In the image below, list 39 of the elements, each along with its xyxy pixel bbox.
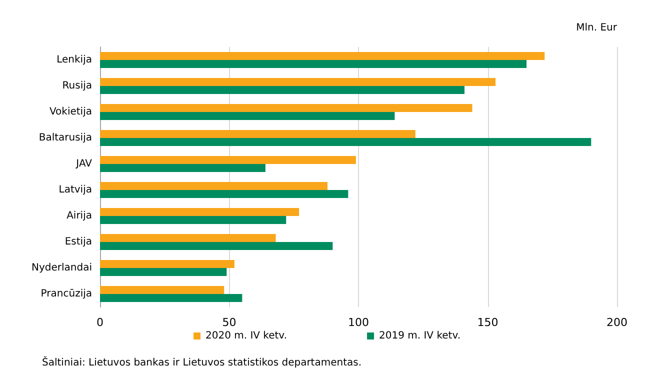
- bar: [100, 182, 328, 190]
- bar: [100, 234, 276, 242]
- bar: [100, 60, 527, 68]
- bar: [100, 286, 224, 294]
- text: Šaltiniai: Lietuvos bankas ir Lietuvos statistikos departamentas.: [42, 356, 362, 368]
- bar: [100, 242, 333, 250]
- legend-label: 2019 m. IV ketv.: [379, 330, 461, 342]
- y-tick-label: Rusija: [62, 80, 92, 92]
- y-tick-label: Prancūzija: [40, 288, 92, 300]
- x-tick-label: 150: [477, 316, 498, 329]
- x-tick-label: 100: [348, 316, 369, 329]
- bar: [100, 104, 472, 112]
- y-tick-label: Lenkija: [56, 54, 92, 66]
- y-tick-label: Latvija: [58, 184, 92, 196]
- y-tick-label: JAV: [75, 158, 92, 170]
- legend-label: 2020 m. IV ketv.: [205, 330, 288, 342]
- bar: [100, 268, 227, 276]
- bar: [100, 208, 300, 216]
- bar: [100, 164, 266, 172]
- y-tick-label: Vokietija: [49, 106, 92, 118]
- bar: [100, 78, 496, 86]
- bar: [100, 112, 395, 120]
- bar: [100, 190, 348, 198]
- bar: [100, 294, 242, 302]
- bar: [100, 156, 356, 164]
- x-axis-title: Mln. Eur: [576, 22, 618, 34]
- y-tick-label: Baltarusija: [38, 132, 92, 144]
- bar: [100, 138, 592, 146]
- y-tick-label: Estija: [64, 236, 92, 248]
- bar: [100, 260, 234, 268]
- x-tick-label: 0: [96, 316, 104, 329]
- bar: [100, 52, 545, 60]
- x-tick-label: 50: [222, 316, 236, 329]
- bar: [100, 130, 416, 138]
- y-tick-label: Nyderlandai: [31, 262, 92, 274]
- bar: [100, 86, 464, 94]
- y-tick-label: Airija: [66, 210, 92, 222]
- x-tick-label: 200: [606, 316, 628, 329]
- bar: [100, 216, 286, 224]
